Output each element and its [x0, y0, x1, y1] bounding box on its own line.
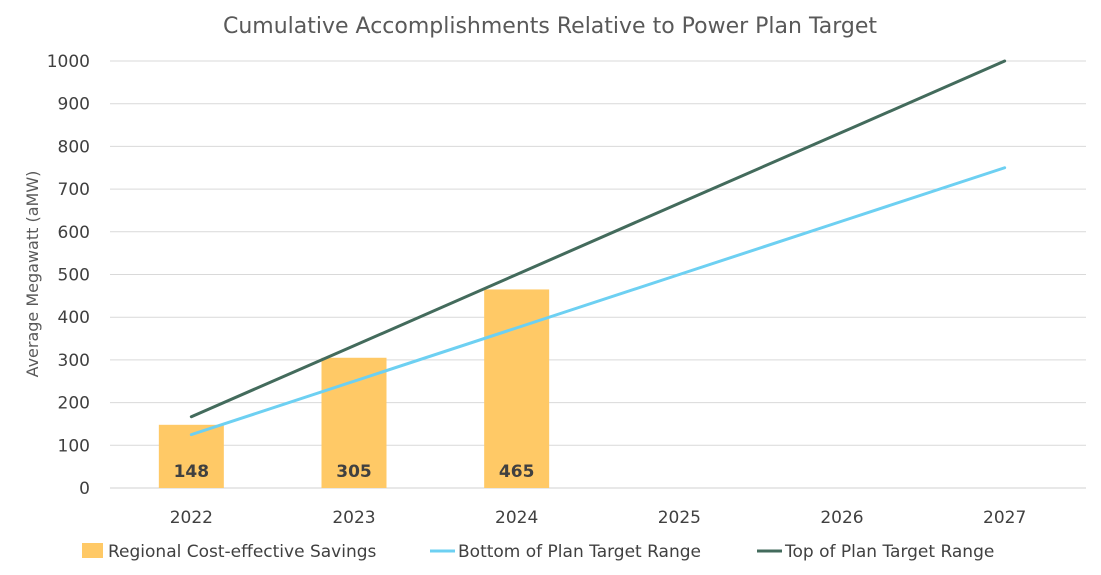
x-tick-label: 2026: [820, 508, 863, 528]
bars: [158, 289, 550, 488]
y-axis-ticks: 0 100 200 300 400 500 600 700 800 900 1000: [47, 52, 90, 499]
savings-bar-2024: [484, 289, 550, 488]
y-tick-label: 900: [58, 95, 90, 115]
x-axis-ticks: 2022 2023 2024 2025 2026 2027: [170, 508, 1027, 528]
savings-bar-2023: [321, 357, 387, 488]
bar-data-label: 148: [174, 462, 210, 482]
chart-title: Cumulative Accomplishments Relative to P…: [223, 14, 877, 39]
legend-label: Regional Cost-effective Savings: [108, 542, 377, 562]
bar-data-label: 305: [336, 462, 372, 482]
bottom-target-line: [189, 166, 1007, 437]
y-tick-label: 800: [58, 137, 90, 157]
y-tick-label: 1000: [47, 52, 90, 72]
legend: Regional Cost-effective Savings Bottom of…: [82, 542, 994, 562]
y-tick-label: 300: [58, 351, 90, 371]
y-tick-label: 0: [79, 479, 90, 499]
legend-swatch-savings: [82, 543, 103, 558]
y-tick-label: 400: [58, 308, 90, 328]
x-tick-label: 2024: [495, 508, 538, 528]
x-tick-label: 2023: [332, 508, 375, 528]
y-tick-label: 500: [58, 266, 90, 286]
x-tick-label: 2022: [170, 508, 213, 528]
top-target-line: [189, 59, 1007, 419]
bar-data-label: 465: [499, 462, 535, 482]
legend-label: Top of Plan Target Range: [784, 542, 994, 562]
y-tick-label: 100: [58, 436, 90, 456]
gridlines: [110, 60, 1086, 489]
y-tick-label: 700: [58, 180, 90, 200]
y-tick-label: 600: [58, 223, 90, 243]
data-labels: 148 305 465: [174, 462, 535, 482]
x-tick-label: 2027: [983, 508, 1026, 528]
lines: [189, 59, 1007, 437]
y-axis-title: Average Megawatt (aMW): [23, 171, 42, 378]
legend-label: Bottom of Plan Target Range: [458, 542, 701, 562]
x-tick-label: 2025: [658, 508, 701, 528]
y-tick-label: 200: [58, 394, 90, 414]
